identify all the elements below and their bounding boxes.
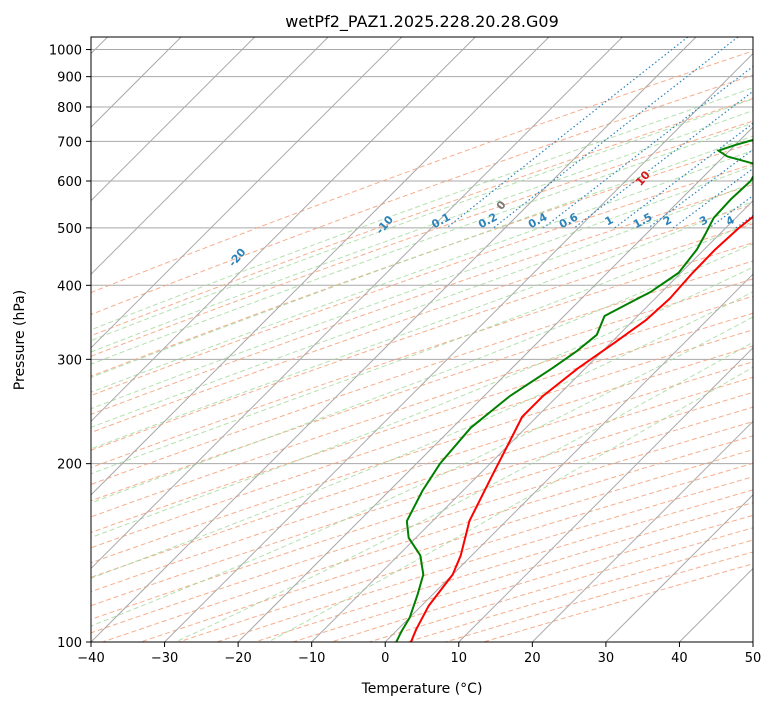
moist-adiabat: [91, 266, 753, 539]
isotherm: [237, 126, 753, 642]
moist-adiabat: [91, 122, 753, 365]
x-tick-label: −40: [77, 651, 104, 666]
isotherm: [164, 52, 753, 642]
moist-adiabat: [91, 149, 753, 393]
isotherm: [91, 37, 256, 202]
dry-adiabat: [91, 184, 753, 415]
isotherm: [311, 199, 753, 642]
dry-adiabat: [91, 242, 753, 469]
y-tick-label: 800: [57, 101, 82, 116]
dry-adiabat: [91, 345, 753, 564]
x-tick-label: 50: [745, 651, 762, 666]
x-tick-label: 40: [671, 651, 688, 666]
isotherm: [605, 494, 753, 642]
dry-adiabat: [91, 329, 753, 549]
isotherm: [91, 37, 403, 349]
moist-adiabat: [91, 182, 753, 428]
isotherm: [91, 37, 623, 570]
moist-adiabats: [91, 87, 753, 642]
y-tick-label: 900: [57, 71, 82, 86]
y-tick-label: 600: [57, 175, 82, 190]
isotherm: [91, 37, 329, 275]
y-tick-label: 700: [57, 135, 82, 150]
dry-adiabat: [91, 223, 753, 451]
moist-adiabat: [91, 243, 753, 504]
x-axis-ticks: −40 −30 −20 −10 0 10 20 30 40 50: [77, 642, 761, 666]
y-tick-label: 100: [57, 636, 82, 651]
moist-adiabat: [268, 366, 753, 642]
mixing-ratio-lines: [446, 37, 753, 229]
moist-adiabat: [91, 200, 753, 450]
dry-adiabat: [91, 97, 753, 337]
y-tick-label: 500: [57, 222, 82, 237]
isotherm: [531, 420, 753, 642]
moist-adiabat: [91, 98, 753, 342]
moist-adiabat: [91, 165, 753, 410]
x-tick-label: 10: [451, 651, 468, 666]
dry-adiabat: [91, 376, 753, 593]
isotherm: [384, 273, 753, 642]
y-tick-label: 1000: [49, 44, 82, 59]
x-tick-label: −30: [151, 651, 178, 666]
dry-adiabat: [91, 163, 753, 397]
isotherm: [91, 37, 476, 423]
y-axis-label: Pressure (hPa): [12, 290, 28, 390]
isotherm: [91, 37, 550, 496]
isotherm: [458, 347, 753, 642]
x-tick-label: 20: [524, 651, 541, 666]
chart-title: wetPf2_PAZ1.2025.228.20.28.G09: [285, 12, 559, 32]
isotherm: [91, 37, 697, 642]
dry-adiabat: [91, 312, 753, 534]
plot-frame: [90, 36, 754, 643]
x-tick-label: −10: [298, 651, 325, 666]
dry-adiabat: [91, 278, 753, 502]
dry-adiabat: [91, 295, 753, 518]
y-tick-label: 400: [57, 279, 82, 294]
mixing-ratio-line: [573, 90, 753, 229]
x-tick-label: 30: [598, 651, 615, 666]
dry-adiabat: [91, 361, 753, 578]
moist-adiabat: [175, 341, 753, 642]
x-tick-label: −20: [224, 651, 251, 666]
dewpoint-profile: [395, 138, 753, 642]
mixing-ratio-line: [543, 65, 753, 229]
y-tick-label: 200: [57, 458, 82, 473]
mixing-ratio-line: [672, 167, 753, 229]
y-tick-label: 300: [57, 353, 82, 368]
x-axis-label: Temperature (°C): [361, 681, 483, 697]
isotherms: [91, 37, 753, 642]
sounding-profiles: [395, 138, 753, 642]
dry-adiabat: [91, 391, 753, 607]
dry-adiabat: [91, 142, 753, 377]
dry-adiabat: [91, 203, 753, 434]
temperature-profile: [410, 215, 753, 642]
y-axis-ticks: 1000 900 800 700 600 500 400 300 200 100: [49, 44, 91, 651]
dry-adiabat: [91, 50, 753, 294]
dry-adiabats: [91, 50, 753, 642]
x-tick-label: 0: [381, 651, 389, 666]
mixing-ratio-line: [493, 37, 739, 229]
